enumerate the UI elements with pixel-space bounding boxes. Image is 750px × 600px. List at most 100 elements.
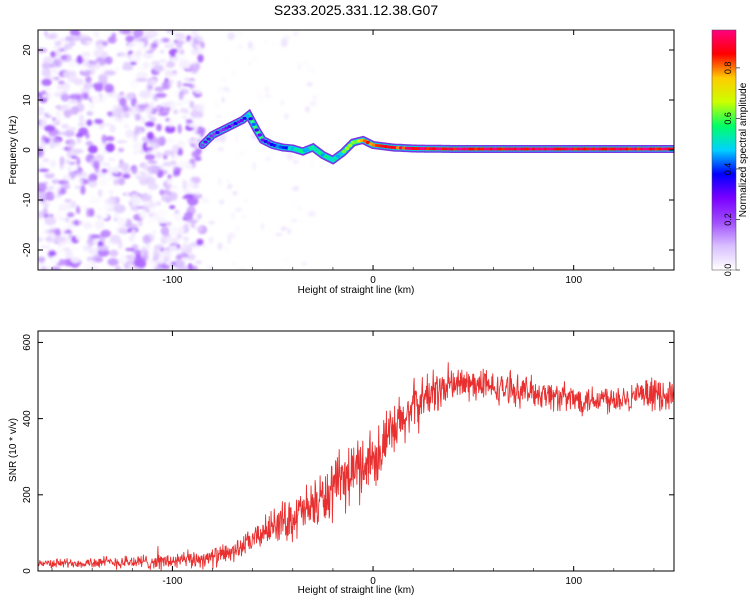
noise-blob (166, 137, 175, 143)
signal-track-cell (558, 147, 563, 151)
noise-blob (227, 32, 235, 41)
signal-track-cell (477, 147, 482, 151)
noise-blob (38, 106, 45, 116)
noise-blob (197, 53, 204, 63)
noise-blob (98, 74, 108, 82)
signal-track-cell (633, 147, 639, 151)
signal-track-cell (314, 148, 320, 153)
noise-blob (217, 146, 224, 152)
signal-track-cell (555, 147, 560, 151)
noise-blob (82, 222, 93, 230)
noise-blob (141, 197, 154, 203)
colorbar-frame (711, 29, 737, 271)
signal-track-cell (552, 147, 557, 151)
noise-blob (310, 159, 314, 168)
noise-blob (82, 53, 90, 60)
signal-track-cell (525, 147, 530, 151)
noise-blob (106, 44, 113, 53)
colorbar-tick-label: 0.6 (723, 112, 733, 125)
noise-blob (38, 182, 47, 193)
noise-blob (144, 201, 151, 206)
noise-blob (190, 109, 200, 119)
noise-blob (64, 198, 72, 203)
signal-track-cell (567, 147, 572, 151)
signal-track-cell (645, 147, 651, 151)
noise-blob (87, 145, 98, 154)
noise-blob (191, 150, 199, 158)
noise-blob (189, 64, 198, 69)
noise-blob (85, 140, 94, 147)
signal-track-cell (492, 147, 497, 151)
noise-blob (82, 40, 88, 45)
noise-blob (182, 83, 193, 87)
noise-blob (176, 218, 182, 225)
noise-blob (94, 118, 104, 125)
noise-blob (80, 185, 86, 195)
noise-blob (88, 179, 98, 188)
noise-blob (107, 258, 119, 266)
noise-blob (160, 226, 170, 236)
signal-track-cell (648, 147, 654, 151)
noise-blob (38, 191, 46, 199)
noise-blob (152, 250, 160, 260)
x-tick-label: -100 (162, 576, 182, 587)
noise-blob (129, 196, 141, 207)
signal-track-cell (203, 140, 208, 144)
x-tick-label: 0 (370, 275, 376, 286)
x-tick-label: -100 (162, 275, 182, 286)
noise-blob (250, 56, 259, 62)
noise-blob (150, 78, 157, 86)
noise-blob (73, 78, 84, 86)
signal-track-cell (600, 147, 605, 151)
signal-track-cell (257, 133, 262, 137)
noise-blob (301, 262, 307, 266)
noise-blob (116, 217, 127, 226)
noise-blob (308, 209, 314, 216)
noise-blob (114, 107, 124, 115)
noise-blob (219, 134, 227, 143)
noise-blob (121, 117, 129, 126)
noise-blob (234, 78, 241, 84)
noise-blob (102, 30, 113, 39)
noise-blob (54, 249, 65, 255)
noise-blob (200, 123, 208, 127)
signal-track-cell (582, 147, 587, 151)
noise-blob (44, 216, 57, 226)
noise-blob (187, 180, 195, 189)
noise-blob (147, 182, 159, 190)
noise-blob (155, 201, 162, 206)
noise-blob (118, 30, 131, 35)
noise-blob (191, 30, 199, 39)
noise-blob (295, 43, 299, 48)
noise-blob (204, 39, 209, 47)
noise-blob (155, 258, 165, 265)
noise-blob (170, 191, 178, 202)
noise-blob (134, 125, 140, 136)
y-tick-label: 600 (22, 334, 33, 351)
signal-track-cell (639, 147, 645, 151)
signal-track-cell (504, 147, 509, 151)
noise-blob (86, 207, 91, 218)
signal-track (198, 108, 674, 165)
noise-blob (165, 260, 172, 265)
noise-blob (65, 159, 71, 164)
noise-blob (100, 229, 111, 238)
noise-blob (42, 56, 53, 65)
noise-blobs (38, 30, 319, 270)
noise-blob (75, 171, 88, 179)
noise-blob (147, 113, 152, 119)
noise-blob (51, 117, 57, 121)
noise-blob (177, 123, 182, 134)
noise-blob (101, 162, 111, 167)
noise-blob (119, 97, 127, 107)
noise-blob (94, 44, 106, 49)
noise-blob (166, 61, 176, 68)
noise-blob (67, 166, 72, 173)
signal-track-cell (507, 147, 512, 151)
noise-blob (169, 113, 181, 123)
noise-blob (149, 207, 157, 213)
signal-track-cell (576, 147, 581, 151)
noise-blob (260, 223, 265, 230)
signal-track-cell (501, 147, 506, 151)
signal-track-cell (251, 122, 256, 126)
